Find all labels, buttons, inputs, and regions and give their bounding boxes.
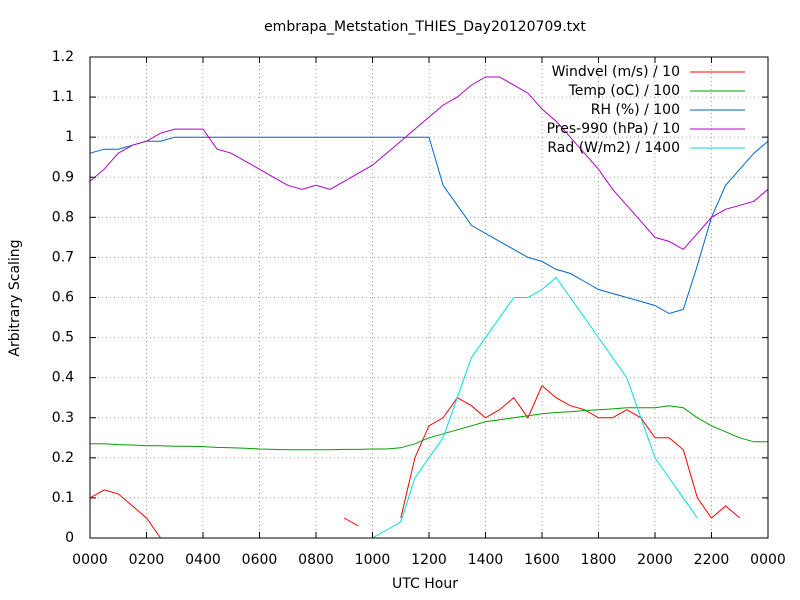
y-axis-label: Arbitrary Scaling: [7, 239, 23, 356]
legend-label: Windvel (m/s) / 10: [552, 64, 680, 80]
y-tick-label: 0.1: [52, 490, 74, 506]
legend-label: Temp (oC) / 100: [568, 83, 680, 99]
y-tick-label: 0.4: [52, 370, 74, 386]
x-tick-label: 0600: [242, 552, 278, 568]
y-tick-label: 1.2: [52, 49, 74, 65]
y-tick-label: 0: [65, 530, 74, 546]
x-tick-label: 1000: [355, 552, 391, 568]
x-tick-label: 1800: [581, 552, 617, 568]
x-axis-label: UTC Hour: [392, 576, 458, 592]
x-tick-label: 2000: [637, 552, 673, 568]
x-tick-label: 0200: [129, 552, 165, 568]
legend-label: RH (%) / 100: [591, 102, 680, 118]
x-tick-label: 1200: [411, 552, 447, 568]
y-tick-label: 0.2: [52, 450, 74, 466]
y-tick-label: 0.7: [52, 249, 74, 265]
plot-border: [89, 56, 769, 539]
x-tick-label: 0000: [72, 552, 108, 568]
y-tick-label: 1.1: [52, 89, 74, 105]
y-tick-label: 0.5: [52, 330, 74, 346]
y-tick-label: 0.8: [52, 209, 74, 225]
x-tick-label: 2200: [694, 552, 730, 568]
y-tick-label: 1: [65, 129, 74, 145]
x-tick-label: 0000: [750, 552, 786, 568]
data-line: [89, 76, 769, 251]
chart-title: embrapa_Metstation_THIES_Day20120709.txt: [264, 19, 586, 35]
y-tick-label: 0.9: [52, 169, 74, 185]
legend-label: Pres-990 (hPa) / 10: [547, 121, 680, 137]
legend-label: Rad (W/m2) / 1400: [547, 140, 680, 156]
y-tick-label: 0.3: [52, 410, 74, 426]
y-tick-label: 0.6: [52, 290, 74, 306]
x-tick-label: 1400: [468, 552, 504, 568]
x-tick-label: 0400: [185, 552, 221, 568]
data-line: [89, 384, 741, 539]
x-tick-label: 0800: [298, 552, 334, 568]
data-line: [90, 405, 768, 451]
data-line: [89, 136, 769, 315]
data-line: [372, 276, 698, 539]
x-tick-label: 1600: [524, 552, 560, 568]
